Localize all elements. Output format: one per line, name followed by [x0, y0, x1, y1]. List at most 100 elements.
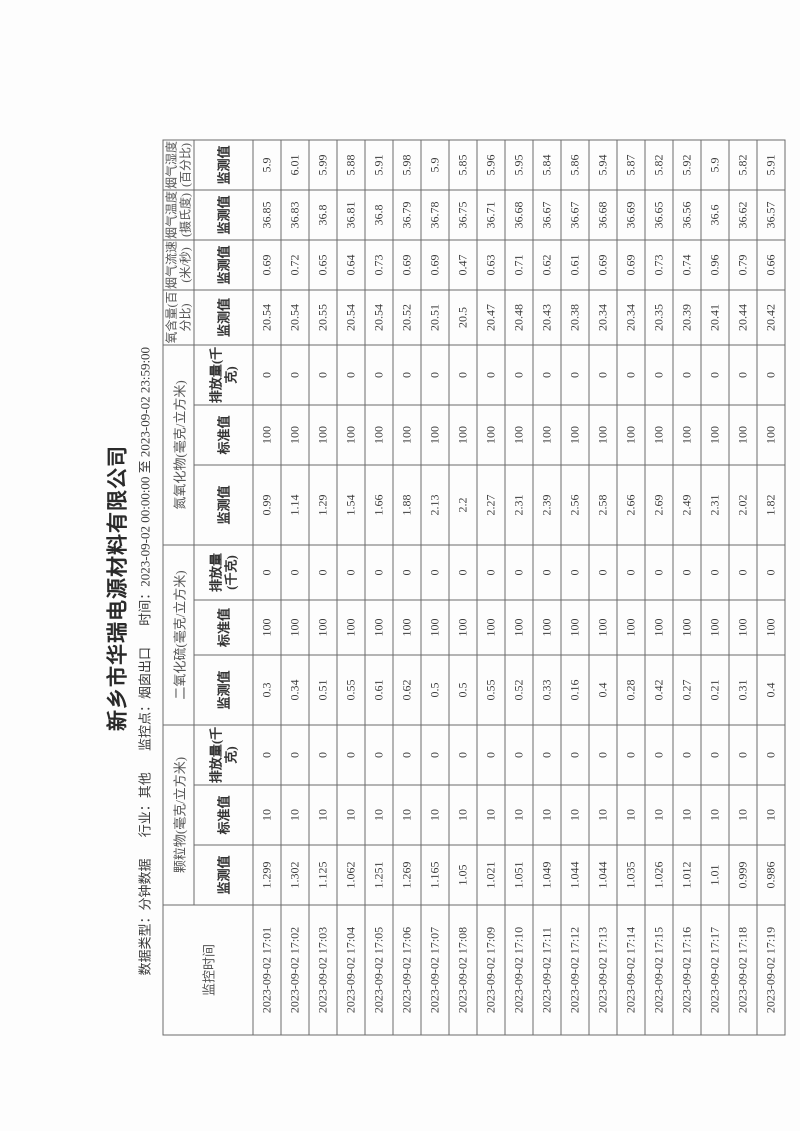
cell-value: 1.82	[757, 464, 785, 545]
cell-value: 100	[449, 600, 477, 655]
cell-value: 0	[701, 344, 729, 405]
cell-value: 0	[505, 725, 533, 785]
cell-value: 10	[701, 785, 729, 845]
cell-value: 100	[337, 600, 365, 655]
cell-value: 1.026	[645, 845, 673, 905]
cell-value: 0	[729, 544, 757, 600]
cell-time: 2023-09-02 17:13	[589, 905, 617, 1035]
cell-value: 10	[309, 785, 337, 845]
cell-value: 1.01	[701, 845, 729, 905]
cell-value: 20.44	[729, 289, 757, 345]
table-row: 2023-09-02 17:03 1.125 10 0 0.51 100 0 1.29 100 0…	[309, 139, 337, 1035]
cell-value: 0.64	[337, 239, 365, 290]
cell-time: 2023-09-02 17:06	[393, 905, 421, 1035]
cell-value: 36.67	[533, 189, 561, 240]
cell-value: 5.88	[337, 139, 365, 190]
cell-value: 0	[561, 725, 589, 785]
cell-time: 2023-09-02 17:08	[449, 905, 477, 1035]
cell-value: 0.28	[617, 655, 645, 725]
table-row: 2023-09-02 17:01 1.299 10 0 0.3 100 0 0.99 100 0 2…	[253, 139, 281, 1035]
subheader-standard: 标准值	[194, 785, 253, 845]
cell-value: 0.34	[281, 655, 309, 725]
cell-value: 0	[477, 344, 505, 405]
cell-value: 100	[561, 600, 589, 655]
cell-value: 2.49	[673, 464, 701, 545]
cell-value: 2.66	[617, 464, 645, 545]
cell-value: 20.34	[589, 289, 617, 345]
cell-value: 36.69	[617, 189, 645, 240]
cell-value: 20.34	[617, 289, 645, 345]
cell-value: 100	[533, 404, 561, 465]
cell-value: 100	[561, 404, 589, 465]
cell-value: 0	[477, 725, 505, 785]
cell-value: 10	[393, 785, 421, 845]
cell-value: 0	[589, 725, 617, 785]
table-row: 2023-09-02 17:18 0.999 10 0 0.31 100 0 2.02 100 0…	[729, 139, 757, 1035]
cell-value: 20.52	[393, 289, 421, 345]
cell-value: 36.6	[701, 189, 729, 240]
table-row: 2023-09-02 17:19 0.986 10 0 0.4 100 0 1.82 100 0 2…	[757, 139, 785, 1035]
cell-value: 0	[617, 344, 645, 405]
cell-value: 36.8	[309, 189, 337, 240]
cell-value: 0	[645, 344, 673, 405]
header-humid: 烟气湿度(百分比)	[163, 139, 194, 190]
cell-value: 0.62	[393, 655, 421, 725]
cell-value: 0	[365, 725, 393, 785]
cell-value: 0.73	[365, 239, 393, 290]
cell-value: 5.9	[253, 139, 281, 190]
cell-value: 100	[533, 600, 561, 655]
cell-value: 1.062	[337, 845, 365, 905]
data-type: 数据类型：分钟数据	[137, 858, 153, 976]
time-range: 时间：2023-09-02 00:00:00 至 2023-09-02 23:5…	[137, 346, 153, 626]
cell-value: 2.58	[589, 464, 617, 545]
monitor-point: 监控点：烟囱出口	[137, 646, 153, 751]
table-row: 2023-09-02 17:14 1.035 10 0 0.28 100 0 2.66 100 0…	[617, 139, 645, 1035]
cell-value: 0.47	[449, 239, 477, 290]
cell-value: 5.96	[477, 139, 505, 190]
cell-time: 2023-09-02 17:10	[505, 905, 533, 1035]
monitoring-table: 监控时间 颗粒物(毫克/立方米) 二氧化硫(毫克/立方米) 氮氧化物(毫克/立方…	[163, 139, 786, 1035]
cell-value: 0.69	[589, 239, 617, 290]
cell-value: 36.57	[757, 189, 785, 240]
cell-value: 0	[561, 344, 589, 405]
cell-value: 0	[533, 544, 561, 600]
cell-value: 2.31	[505, 464, 533, 545]
table-row: 2023-09-02 17:06 1.269 10 0 0.62 100 0 1.88 100 0…	[393, 139, 421, 1035]
cell-value: 36.79	[393, 189, 421, 240]
table-row: 2023-09-02 17:02 1.302 10 0 0.34 100 0 1.14 100 0…	[281, 139, 309, 1035]
cell-value: 0	[673, 344, 701, 405]
cell-value: 20.55	[309, 289, 337, 345]
table-row: 2023-09-02 17:10 1.051 10 0 0.52 100 0 2.31 100 0…	[505, 139, 533, 1035]
cell-value: 100	[281, 404, 309, 465]
cell-value: 1.54	[337, 464, 365, 545]
cell-value: 100	[757, 600, 785, 655]
cell-value: 0.72	[281, 239, 309, 290]
cell-value: 10	[449, 785, 477, 845]
cell-value: 36.56	[673, 189, 701, 240]
cell-value: 0.986	[757, 845, 785, 905]
cell-value: 10	[589, 785, 617, 845]
cell-value: 0	[421, 725, 449, 785]
cell-value: 2.2	[449, 464, 477, 545]
cell-value: 0.71	[505, 239, 533, 290]
subheader-measured: 监测值	[194, 189, 253, 240]
cell-value: 0	[757, 725, 785, 785]
cell-value: 6.01	[281, 139, 309, 190]
cell-time: 2023-09-02 17:07	[421, 905, 449, 1035]
cell-value: 0.55	[337, 655, 365, 725]
cell-value: 10	[757, 785, 785, 845]
cell-value: 100	[645, 600, 673, 655]
cell-value: 0	[617, 725, 645, 785]
cell-value: 0	[701, 725, 729, 785]
cell-value: 1.165	[421, 845, 449, 905]
cell-time: 2023-09-02 17:14	[617, 905, 645, 1035]
cell-value: 0.79	[729, 239, 757, 290]
cell-value: 5.86	[561, 139, 589, 190]
cell-value: 36.81	[337, 189, 365, 240]
cell-time: 2023-09-02 17:03	[309, 905, 337, 1035]
cell-value: 100	[253, 404, 281, 465]
cell-value: 20.41	[701, 289, 729, 345]
cell-value: 0	[393, 544, 421, 600]
cell-value: 100	[337, 404, 365, 465]
table-row: 2023-09-02 17:05 1.251 10 0 0.61 100 0 1.66 100 0…	[365, 139, 393, 1035]
